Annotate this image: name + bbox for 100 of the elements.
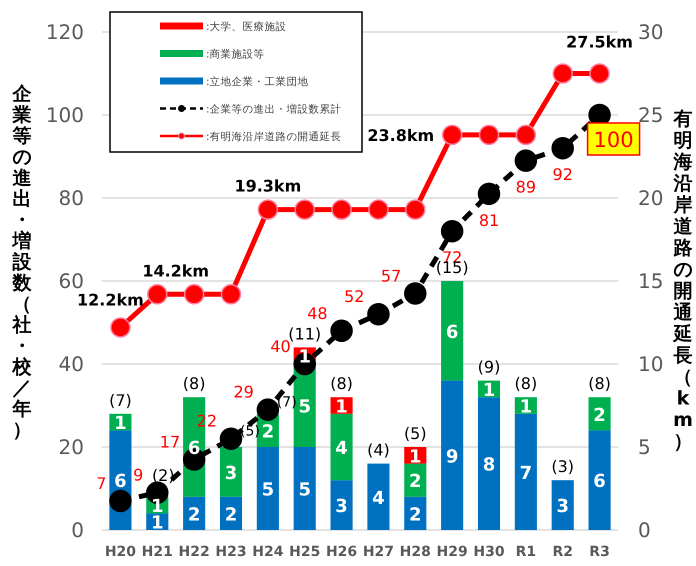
point xyxy=(367,302,390,326)
point xyxy=(404,282,427,305)
data-label: 2 xyxy=(188,504,200,526)
bar xyxy=(478,397,500,530)
data-label: 6 xyxy=(593,471,606,492)
data-label: 40 xyxy=(270,337,291,356)
total-label: (3) xyxy=(551,457,574,476)
y2-tick-label: 20 xyxy=(638,186,664,210)
point xyxy=(330,320,353,342)
x-tick-label: H25 xyxy=(289,544,320,560)
total-label: (7) xyxy=(109,390,132,410)
legend-label: :有明海沿岸道路の開通延長 xyxy=(206,130,342,143)
point xyxy=(478,182,500,206)
data-label: 9 xyxy=(446,446,458,468)
data-label: 3 xyxy=(335,496,348,518)
x-tick-label: R2 xyxy=(552,544,573,560)
legend-label: :企業等の進出・増設数累計 xyxy=(206,102,342,116)
x-tick-label: H24 xyxy=(252,544,284,560)
y-tick-label: 80 xyxy=(58,186,84,210)
point xyxy=(442,124,462,146)
point xyxy=(220,427,242,450)
point xyxy=(258,199,278,220)
total-label: (4) xyxy=(367,440,390,460)
data-label: 3 xyxy=(224,462,238,484)
bar xyxy=(330,414,353,480)
x-tick-label: H27 xyxy=(362,544,394,560)
legend-label: :大学、医療施設 xyxy=(206,20,287,33)
data-label: 5 xyxy=(298,480,311,500)
data-label: 6 xyxy=(114,471,127,492)
data-label: 7 xyxy=(520,462,532,484)
y2-tick-label: 5 xyxy=(638,435,651,459)
point xyxy=(552,63,573,84)
x-tick-label: H26 xyxy=(326,544,358,560)
data-label: 1 xyxy=(298,346,311,368)
point xyxy=(440,220,464,242)
point xyxy=(110,317,131,338)
data-label: 6 xyxy=(446,322,458,343)
y-tick-label: 20 xyxy=(58,435,84,459)
bar xyxy=(256,447,279,530)
data-label: 52 xyxy=(344,287,364,306)
point xyxy=(147,284,168,305)
bar xyxy=(514,414,537,530)
y-tick-label: 0 xyxy=(71,518,84,542)
legend-label: :立地企業・工業団地 xyxy=(206,75,309,88)
data-label: 1 xyxy=(335,396,348,418)
bar xyxy=(552,480,574,530)
y2-tick-label: 30 xyxy=(638,20,664,44)
data-label: 81 xyxy=(478,210,500,230)
data-label: 48 xyxy=(307,304,328,323)
data-label: 1 xyxy=(151,512,164,534)
y-axis-title: 企業等の進出・増設数（社・校／年） xyxy=(12,83,32,441)
data-label: 9 xyxy=(133,466,144,485)
data-label: 89 xyxy=(516,178,536,197)
legend-label: :商業施設等 xyxy=(206,48,265,60)
bar xyxy=(330,480,353,530)
point xyxy=(514,149,538,172)
data-label: 27.5km xyxy=(566,32,633,52)
data-label: 1 xyxy=(520,396,532,418)
point xyxy=(551,136,574,160)
point xyxy=(589,63,610,84)
x-tick-label: H29 xyxy=(436,544,468,560)
data-label: 92 xyxy=(552,165,573,184)
data-label: 4 xyxy=(372,488,385,509)
point xyxy=(256,398,280,421)
x-tick-label: H30 xyxy=(473,544,505,560)
legend-item: :商業施設等 xyxy=(160,48,265,60)
data-label: 23.8km xyxy=(367,126,434,145)
point xyxy=(220,284,242,305)
data-label: 29 xyxy=(234,382,254,402)
point xyxy=(368,199,389,220)
x-tick-label: H23 xyxy=(215,544,247,560)
data-label: 8 xyxy=(482,454,496,476)
bar xyxy=(404,464,426,497)
point xyxy=(109,490,132,512)
x-tick-label: H28 xyxy=(400,544,431,560)
data-label: 2 xyxy=(409,504,422,526)
data-label: 57 xyxy=(380,266,402,286)
point xyxy=(294,199,315,220)
y2-tick-label: 25 xyxy=(638,103,664,127)
data-label: 7 xyxy=(96,474,106,493)
x-tick-label: R1 xyxy=(516,544,536,560)
data-label: 17 xyxy=(160,432,180,452)
y-tick-label: 120 xyxy=(46,20,84,44)
data-label: 1 xyxy=(409,446,422,468)
y2-tick-label: 10 xyxy=(638,352,664,376)
data-label: 14.2km xyxy=(142,261,210,280)
total-label: (11) xyxy=(288,324,322,344)
data-label: 5 xyxy=(298,396,311,418)
bar xyxy=(441,380,464,530)
y-tick-label: 40 xyxy=(58,352,84,376)
data-label: 12.2km xyxy=(77,290,144,310)
legend-item: :大学、医療施設 xyxy=(160,21,287,33)
legend-item: :企業等の進出・増設数累計 xyxy=(160,104,342,116)
data-label: 2 xyxy=(224,504,238,526)
data-label: 3 xyxy=(556,496,569,518)
data-label: 4 xyxy=(335,438,348,459)
data-label: 2 xyxy=(409,471,422,492)
data-label: 1 xyxy=(114,413,127,434)
data-label: 5 xyxy=(262,480,274,500)
x-tick-label: H20 xyxy=(104,544,136,560)
